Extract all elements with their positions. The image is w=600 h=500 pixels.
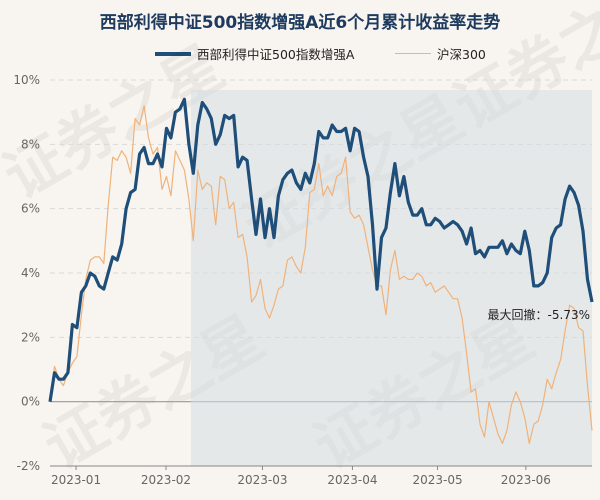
- max-drawdown-annotation: 最大回撤：-5.73%: [488, 307, 590, 322]
- series-line-fund: [48, 97, 594, 402]
- y-tick-label: 4%: [21, 266, 40, 280]
- shaded-region: [190, 90, 593, 466]
- x-tick-label: 2023-06: [501, 473, 551, 487]
- y-tick-label: 8%: [21, 137, 40, 151]
- chart-legend: 西部利得中证500指数增强A 沪深300: [0, 44, 600, 64]
- legend-item-fund: 西部利得中证500指数增强A: [155, 44, 354, 63]
- y-tick-label: 6%: [21, 202, 40, 216]
- legend-swatch-index: [395, 53, 431, 54]
- y-tick-label: 0%: [21, 395, 40, 409]
- x-tick-label: 2023-04: [327, 473, 377, 487]
- legend-swatch-fund: [155, 51, 191, 56]
- y-tick-label: 10%: [13, 73, 40, 87]
- y-tick-label: -2%: [17, 459, 40, 473]
- series-line-index: [49, 105, 593, 445]
- x-tick-label: 2023-05: [412, 473, 462, 487]
- legend-label-index: 沪深300: [437, 47, 486, 62]
- y-tick-label: 2%: [21, 330, 40, 344]
- x-tick-label: 2023-03: [237, 473, 287, 487]
- chart-title: 西部利得中证500指数增强A近6个月累计收益率走势: [99, 13, 501, 33]
- legend-label-fund: 西部利得中证500指数增强A: [197, 47, 355, 62]
- x-tick-label: 2023-01: [51, 473, 101, 487]
- legend-item-index: 沪深300: [395, 44, 486, 63]
- x-tick-label: 2023-02: [141, 473, 191, 487]
